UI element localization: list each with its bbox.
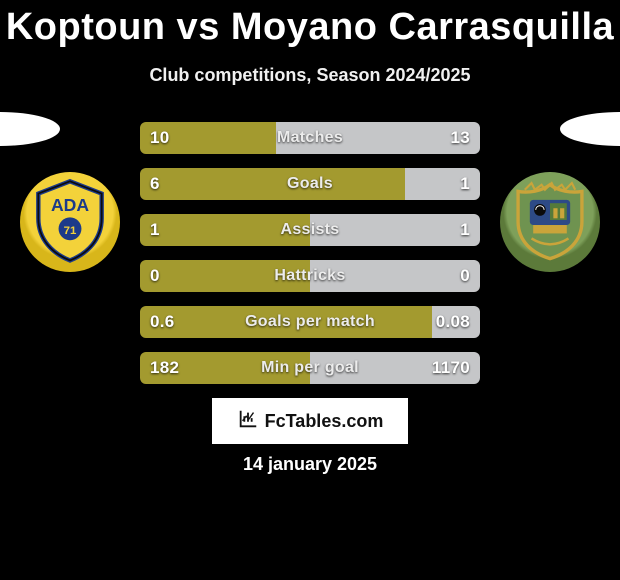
bar-value-left: 6 (150, 174, 160, 194)
bar-metric-label: Matches (140, 129, 480, 147)
bar-value-left: 10 (150, 128, 170, 148)
accent-ellipse-left (0, 112, 60, 146)
bar-labels: 10Matches13 (140, 122, 480, 154)
team-badge-right (500, 172, 600, 272)
bar-value-right: 1 (460, 174, 470, 194)
source-label: FcTables.com (265, 411, 384, 432)
source-badge: FcTables.com (210, 396, 410, 446)
bar-labels: 1Assists1 (140, 214, 480, 246)
bar-labels: 182Min per goal1170 (140, 352, 480, 384)
svg-text:ADA: ADA (51, 195, 89, 215)
bar-value-right: 1 (460, 220, 470, 240)
stat-bar: 1Assists1 (140, 214, 480, 246)
stat-bar: 6Goals1 (140, 168, 480, 200)
stat-bar: 0.6Goals per match0.08 (140, 306, 480, 338)
svg-text:71: 71 (64, 225, 77, 237)
crest-icon (508, 178, 592, 267)
bar-value-left: 182 (150, 358, 179, 378)
bar-metric-label: Assists (140, 221, 480, 239)
bar-value-right: 0.08 (436, 312, 470, 332)
bar-labels: 6Goals1 (140, 168, 480, 200)
team-badge-left: ADA 71 (20, 172, 120, 272)
bar-metric-label: Min per goal (140, 359, 480, 377)
chart-icon (237, 408, 259, 435)
bar-value-right: 0 (460, 266, 470, 286)
stat-bar: 182Min per goal1170 (140, 352, 480, 384)
bar-metric-label: Hattricks (140, 267, 480, 285)
stat-bar: 0Hattricks0 (140, 260, 480, 292)
bar-metric-label: Goals (140, 175, 480, 193)
bar-labels: 0Hattricks0 (140, 260, 480, 292)
bar-value-right: 1170 (432, 358, 470, 378)
stat-bar: 10Matches13 (140, 122, 480, 154)
subtitle: Club competitions, Season 2024/2025 (0, 65, 620, 86)
bar-labels: 0.6Goals per match0.08 (140, 306, 480, 338)
bar-value-right: 13 (450, 128, 470, 148)
bar-value-left: 0 (150, 266, 160, 286)
bar-metric-label: Goals per match (140, 313, 480, 331)
bar-value-left: 1 (150, 220, 160, 240)
shield-icon: ADA 71 (26, 176, 114, 269)
stat-bars: 10Matches136Goals11Assists10Hattricks00.… (140, 122, 480, 398)
page-title: Koptoun vs Moyano Carrasquilla (0, 0, 620, 49)
date-label: 14 january 2025 (0, 454, 620, 475)
bar-value-left: 0.6 (150, 312, 175, 332)
accent-ellipse-right (560, 112, 620, 146)
